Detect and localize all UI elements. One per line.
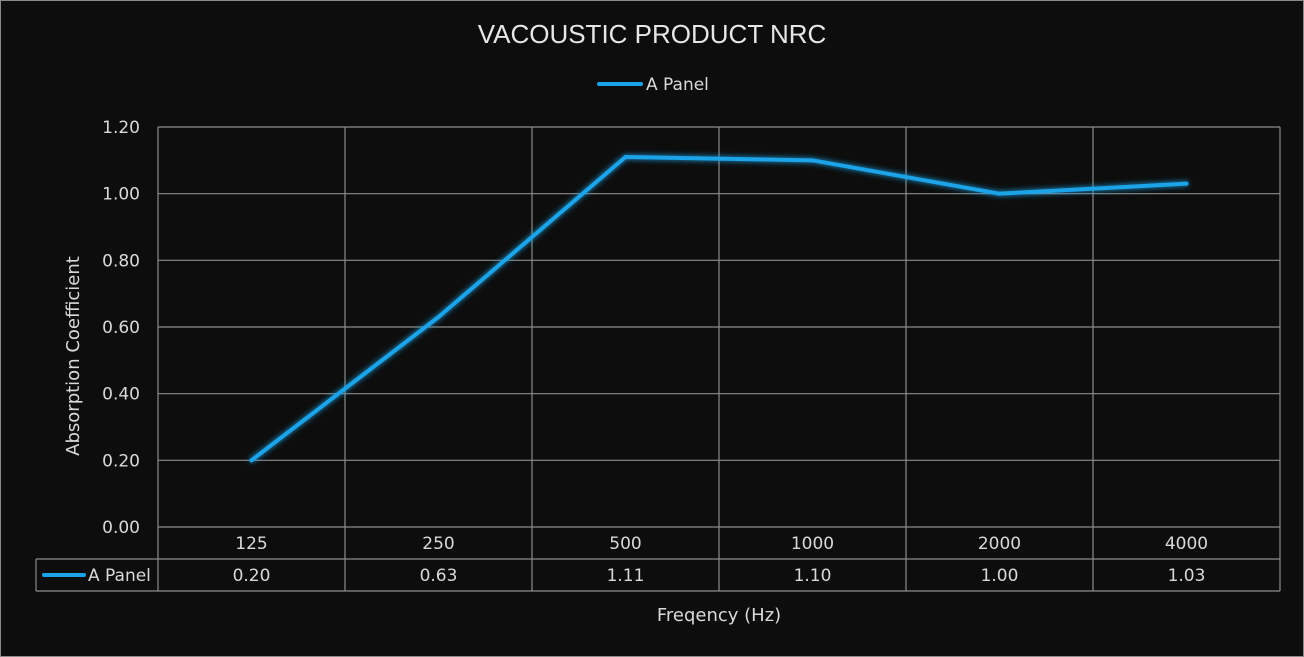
data-point [249,458,254,463]
y-tick-label: 1.00 [102,185,140,205]
data-point [623,155,628,159]
y-tick-label: 0.80 [102,251,140,271]
y-tick-label: 0.20 [102,451,140,471]
series-layer [249,155,1189,463]
grid [157,126,1281,591]
y-tick-label: 0.00 [102,518,140,538]
x-tick-label: 2000 [978,534,1021,554]
chart-title: VACOUSTIC PRODUCT NRC [478,19,827,49]
y-axis-title: Absorption Coefficient [63,256,84,456]
x-tick-label: 1000 [791,534,834,554]
x-tick-label: 500 [609,534,641,554]
x-tick-label: 4000 [1165,534,1208,554]
table-value-cell: 0.63 [420,566,458,586]
y-tick-label: 1.20 [102,118,140,138]
table-series-label: A Panel [88,566,151,586]
data-point [810,158,815,163]
data-point [1184,181,1189,186]
x-axis-title: Freqency (Hz) [657,605,781,626]
table-value-cell: 1.03 [1168,566,1206,586]
y-tick-label: 0.40 [102,385,140,405]
table-value-cell: 0.20 [233,566,271,586]
legend: A Panel [597,75,709,95]
data-point [436,315,441,319]
data-table: 125 250 500 1000 2000 4000 0.20 0.63 1.11 1.10 1.0… [35,534,1280,592]
x-tick-label: 250 [422,534,454,554]
legend-label: A Panel [646,75,709,95]
table-value-cell: 1.10 [794,566,832,586]
data-point [997,191,1002,196]
table-value-cell: 1.11 [607,566,645,586]
series-line-a-panel [249,155,1189,463]
x-tick-label: 125 [235,534,267,554]
table-value-cell: 1.00 [981,566,1019,586]
y-axis-ticks: 0.00 0.20 0.40 0.60 0.80 1.00 1.20 [102,118,140,538]
y-tick-label: 0.60 [102,318,140,338]
